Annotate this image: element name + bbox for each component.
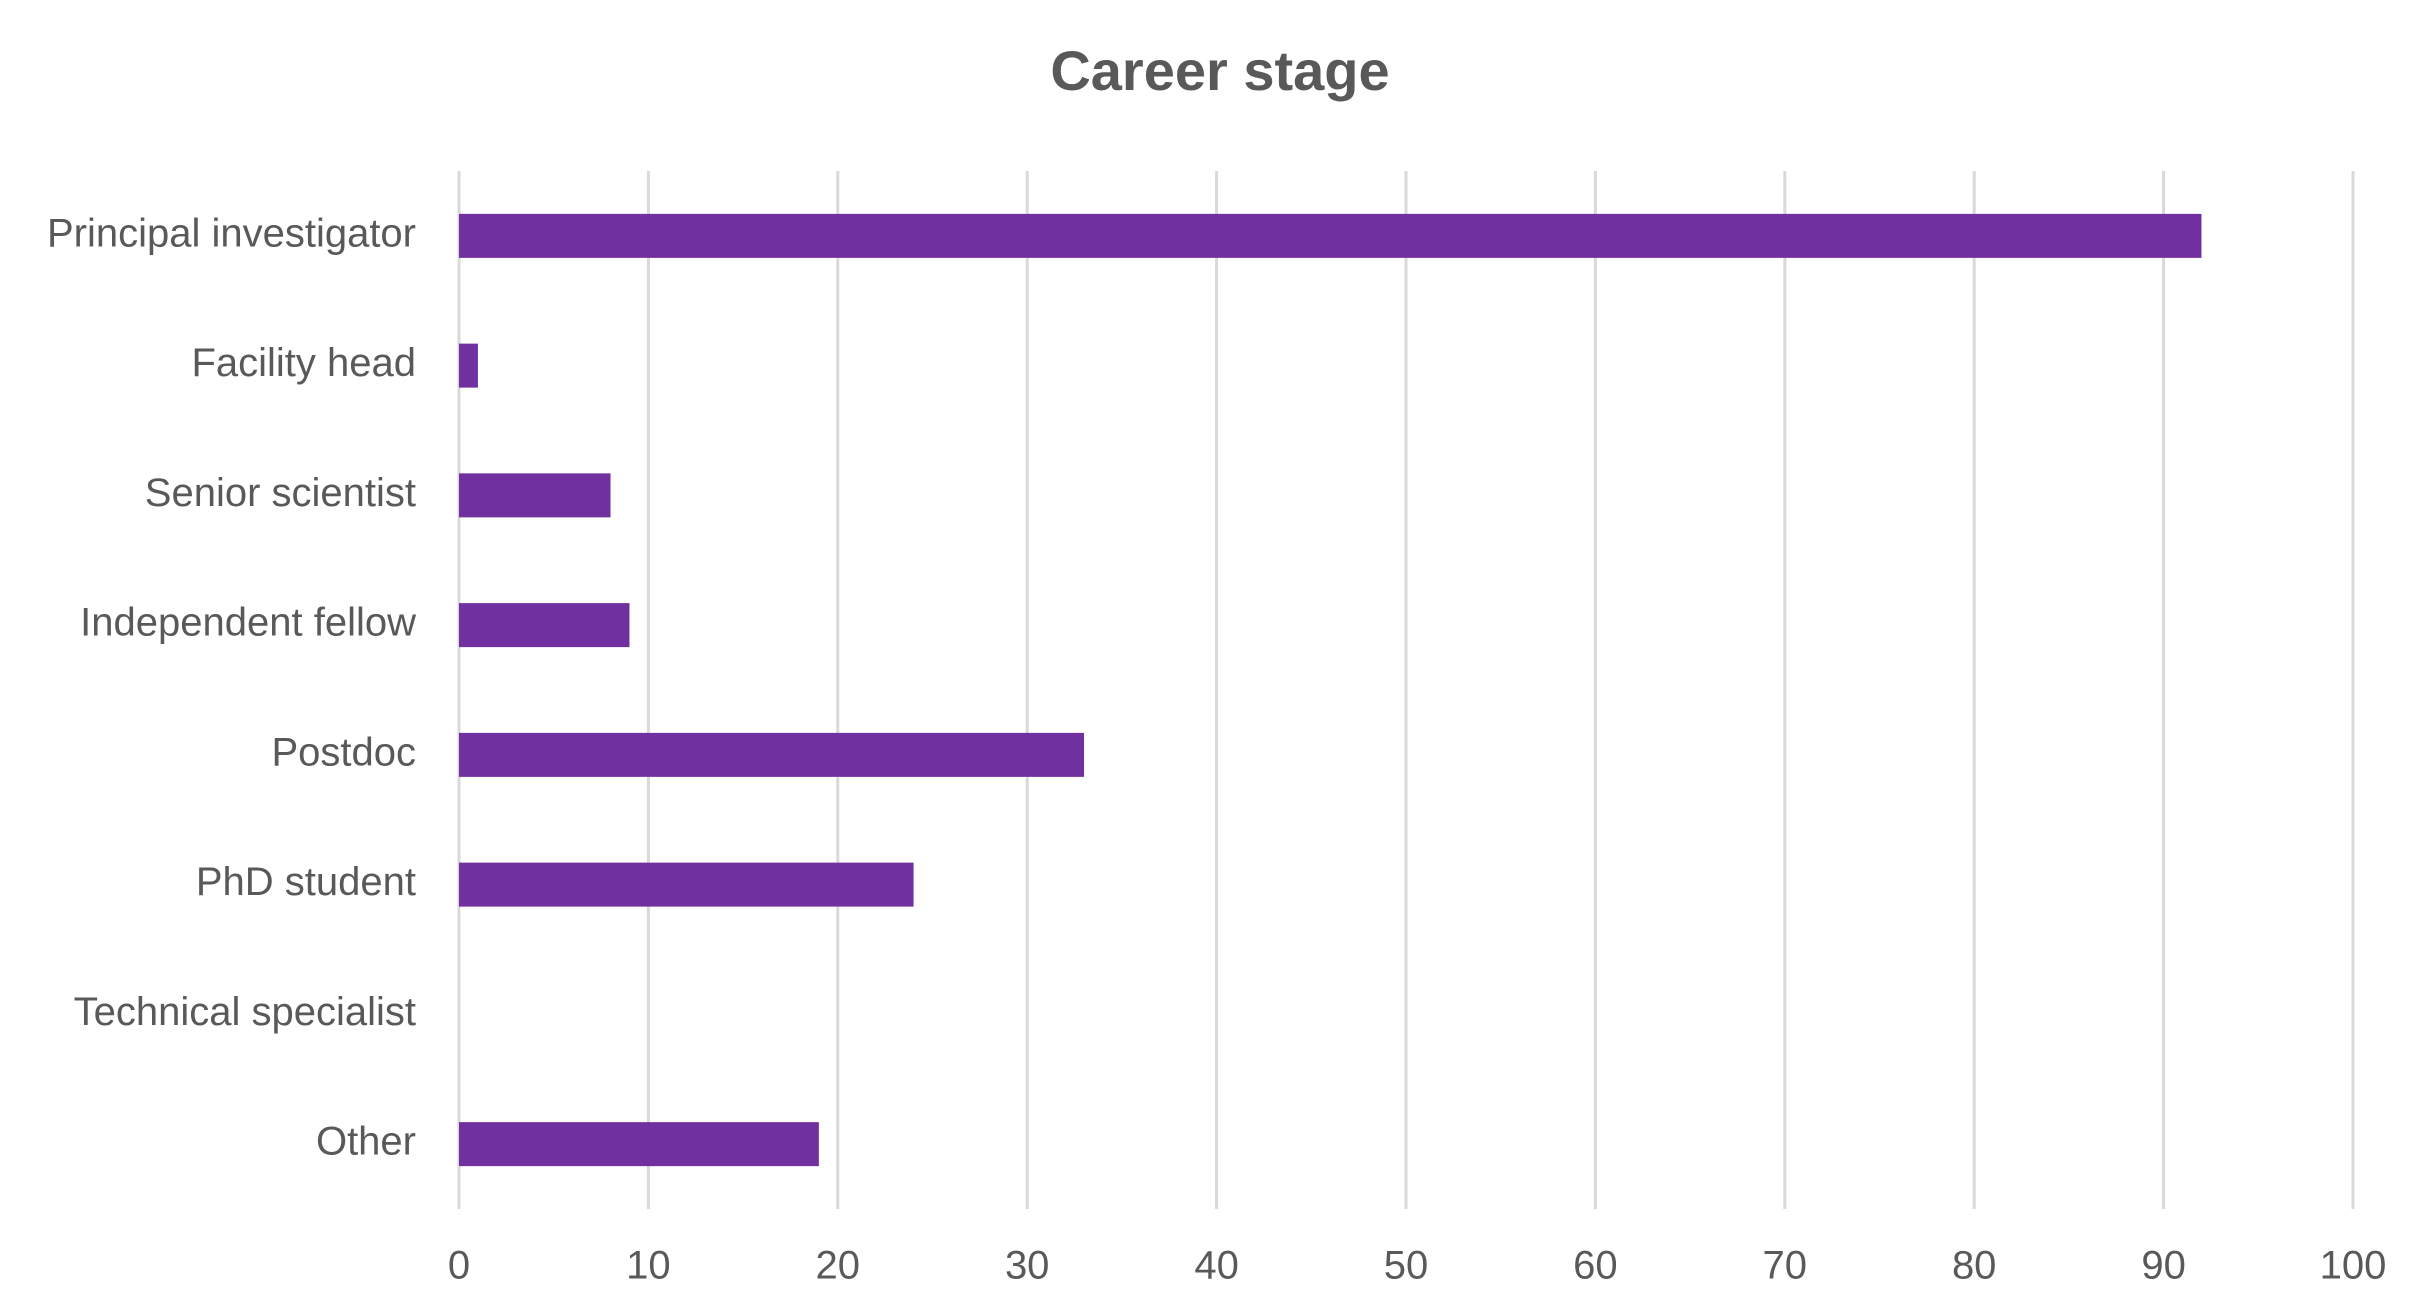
bar — [459, 603, 630, 648]
bar — [459, 473, 611, 518]
bar — [459, 862, 914, 907]
y-tick-label: Other — [316, 1120, 416, 1164]
bar — [459, 213, 2202, 258]
bar — [459, 1122, 819, 1167]
y-tick-label: Principal investigator — [47, 211, 416, 255]
x-tick-label: 100 — [2320, 1244, 2387, 1288]
chart-title: Career stage — [1050, 39, 1389, 102]
bar — [459, 343, 478, 388]
x-tick-label: 40 — [1194, 1244, 1239, 1288]
x-tick-label: 50 — [1384, 1244, 1429, 1288]
x-tick-label: 10 — [626, 1244, 671, 1288]
y-tick-label: Senior scientist — [145, 471, 416, 515]
y-tick-label: Technical specialist — [74, 990, 416, 1034]
x-tick-label: 30 — [1005, 1244, 1050, 1288]
x-tick-label: 80 — [1952, 1244, 1997, 1288]
bar — [459, 732, 1085, 777]
x-tick-label: 70 — [1763, 1244, 1808, 1288]
y-tick-label: Postdoc — [271, 730, 416, 774]
y-tick-label: Facility head — [191, 341, 416, 385]
x-tick-label: 20 — [816, 1244, 861, 1288]
y-tick-label: PhD student — [196, 860, 416, 904]
x-tick-label: 0 — [448, 1244, 470, 1288]
y-tick-label: Independent fellow — [80, 601, 416, 645]
x-tick-label: 90 — [2141, 1244, 2186, 1288]
x-tick-label: 60 — [1573, 1244, 1618, 1288]
